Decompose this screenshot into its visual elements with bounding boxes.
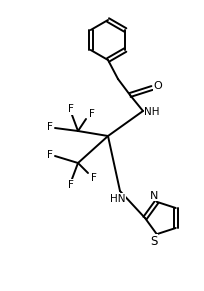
Text: F: F <box>68 104 74 114</box>
Text: F: F <box>47 150 53 160</box>
Text: F: F <box>47 122 53 132</box>
Text: F: F <box>89 109 94 119</box>
Text: S: S <box>149 235 157 248</box>
Text: O: O <box>153 81 162 91</box>
Text: N: N <box>149 191 157 201</box>
Text: F: F <box>68 180 74 190</box>
Text: HN: HN <box>110 194 125 204</box>
Text: F: F <box>91 173 96 183</box>
Text: NH: NH <box>144 107 159 117</box>
